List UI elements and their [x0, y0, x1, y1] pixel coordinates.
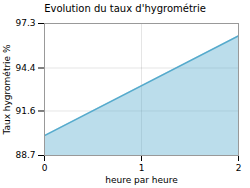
html-text:Evolution du taux d'hygrométri: Evolution du taux d'hygrométrie	[44, 3, 206, 14]
svg-text:1: 1	[139, 163, 145, 173]
svg-text:94.4: 94.4	[15, 63, 35, 73]
svg-text:Taux hygrométrie %: Taux hygrométrie %	[2, 44, 12, 136]
svg-text:88.7: 88.7	[15, 150, 35, 160]
svg-text:2: 2	[236, 163, 242, 173]
svg-text:0: 0	[42, 163, 48, 173]
svg-text:heure par heure: heure par heure	[105, 175, 178, 185]
svg-text:91.6: 91.6	[15, 106, 35, 116]
svg-text:97.3: 97.3	[15, 18, 35, 28]
